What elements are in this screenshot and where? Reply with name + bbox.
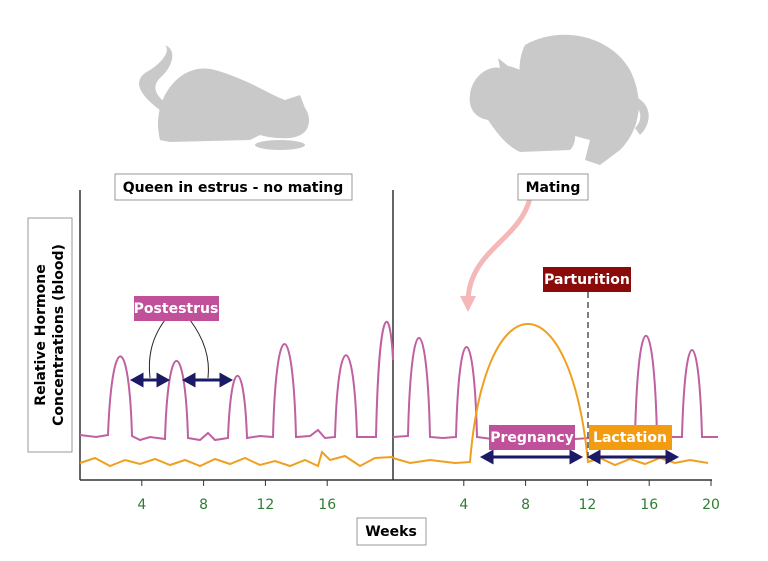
cat-estrus bbox=[139, 45, 310, 150]
panel-label: Queen in estrus - no mating bbox=[123, 180, 344, 196]
x-tick-label: 4 bbox=[137, 497, 146, 513]
label-box bbox=[543, 267, 631, 292]
label-box bbox=[114, 173, 353, 201]
y-axis-label-line: Concentrations (blood) bbox=[51, 244, 67, 426]
arrowhead bbox=[460, 296, 476, 312]
x-ticks: 4 8 12 16 4 8 12 16 20 bbox=[137, 480, 720, 513]
cat-mating bbox=[469, 34, 649, 165]
x-tick-label: 20 bbox=[702, 497, 720, 513]
pregnancy-label: Pregnancy bbox=[490, 430, 574, 446]
y-axis-label: Relative Hormone Concentrations (blood) bbox=[33, 244, 67, 426]
label-box bbox=[134, 296, 219, 321]
x-tick-label: 16 bbox=[318, 497, 336, 513]
postestrus-label: Postestrus bbox=[134, 301, 219, 317]
x-tick-label: 12 bbox=[256, 497, 274, 513]
label-box bbox=[589, 425, 672, 450]
label-box bbox=[356, 517, 427, 546]
progesterone-curve bbox=[79, 323, 709, 468]
x-tick-label: 16 bbox=[640, 497, 658, 513]
x-tick-label: 8 bbox=[199, 497, 208, 513]
x-axis-label: Weeks bbox=[365, 524, 417, 540]
x-tick-label: 8 bbox=[521, 497, 530, 513]
parturition-label: Parturition bbox=[544, 272, 630, 288]
mating-arrow bbox=[465, 197, 533, 301]
y-axis-label-line: Relative Hormone bbox=[33, 264, 49, 405]
lactation-label: Lactation bbox=[593, 430, 667, 446]
label-box bbox=[489, 425, 575, 450]
x-tick-label: 12 bbox=[578, 497, 596, 513]
estrogen-curve bbox=[79, 320, 718, 442]
x-tick-label: 4 bbox=[459, 497, 468, 513]
duration-arrows bbox=[129, 372, 680, 465]
label-box bbox=[517, 173, 589, 201]
panel-label: Mating bbox=[526, 180, 581, 196]
postestrus-leaders bbox=[148, 319, 209, 379]
label-box bbox=[27, 217, 73, 453]
